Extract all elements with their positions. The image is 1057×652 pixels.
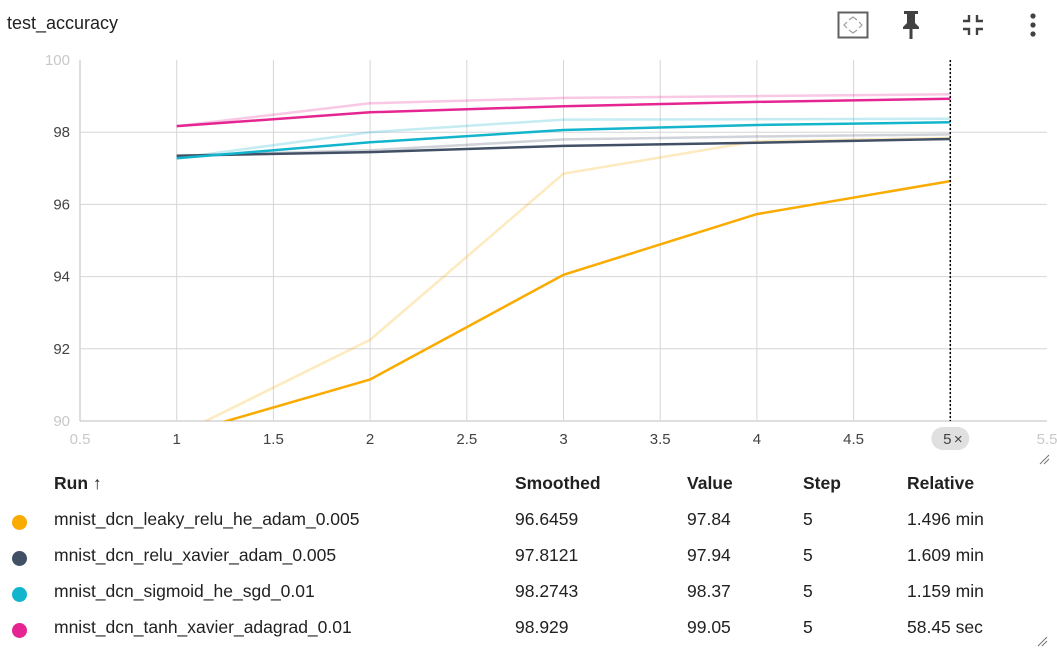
y-tick-label: 98: [53, 124, 70, 141]
smoothed-series-line: [222, 179, 951, 421]
table-resize-handle[interactable]: [1036, 634, 1048, 647]
y-tick-label: 100: [45, 52, 70, 69]
relative-time: 58.45 sec: [907, 617, 983, 637]
run-name: mnist_dcn_relu_xavier_adam_0.005: [54, 545, 337, 565]
run-name: mnist_dcn_tanh_xavier_adagrad_0.01: [54, 617, 352, 637]
fit-domain-button[interactable]: [836, 8, 870, 42]
x-tick-label: 1.5: [263, 431, 284, 448]
y-tick-label: 92: [53, 341, 70, 358]
smoothed-series-line: [176, 97, 951, 128]
smoothed-value: 98.929: [515, 617, 569, 637]
step-value: 5: [803, 509, 813, 529]
smoothed-value: 98.2743: [515, 581, 579, 601]
step-value: 5: [803, 617, 813, 637]
pin-button[interactable]: [894, 8, 928, 42]
y-tick-label: 90: [53, 413, 70, 430]
x-tick-label: 4: [753, 431, 761, 448]
table-row: mnist_dcn_sigmoid_he_sgd_0.01 98.2743 98…: [0, 574, 1057, 610]
smoothed-column-header[interactable]: Smoothed: [515, 473, 601, 493]
chart-resize-handle[interactable]: [1038, 452, 1050, 465]
raw-value: 99.05: [687, 617, 731, 637]
y-tick-label: 94: [53, 269, 70, 286]
hover-close-icon[interactable]: ×: [954, 431, 963, 448]
hover-x-value: 5: [943, 431, 951, 448]
y-tick-label: 96: [53, 196, 70, 213]
relative-time: 1.496 min: [907, 509, 984, 529]
collapse-icon: [963, 15, 983, 35]
more-vert-icon: [1030, 13, 1036, 37]
raw-series-line: [176, 93, 951, 128]
raw-value: 98.37: [687, 581, 731, 601]
x-tick-label: 2: [366, 431, 374, 448]
x-tick-label: 1: [173, 431, 181, 448]
smoothed-value: 96.6459: [515, 509, 579, 529]
line-chart[interactable]: 90 92 94 96 98 100 0.5 1 1.5 2 2.5 3 3.5 4 4.5 5.5 5 ×: [0, 50, 1057, 460]
smoothed-series-line: [176, 137, 951, 157]
relative-time: 1.159 min: [907, 581, 984, 601]
x-tick-label: 4.5: [843, 431, 864, 448]
table-row: mnist_dcn_leaky_relu_he_adam_0.005 96.64…: [0, 502, 1057, 538]
hover-x-label: 5 ×: [931, 427, 970, 450]
raw-value: 97.94: [687, 545, 731, 565]
raw-series-line: [203, 136, 951, 421]
step-column-header[interactable]: Step: [803, 473, 841, 493]
run-color-dot: [12, 515, 27, 530]
relative-time: 1.609 min: [907, 545, 984, 565]
raw-value: 97.84: [687, 509, 731, 529]
table-header-row: Run ↑ Smoothed Value Step Relative: [0, 466, 1057, 502]
run-color-dot: [12, 623, 27, 638]
step-value: 5: [803, 581, 813, 601]
run-color-dot: [12, 551, 27, 566]
more-options-button[interactable]: [1016, 8, 1050, 42]
relative-column-header[interactable]: Relative: [907, 473, 975, 493]
step-value: 5: [803, 545, 813, 565]
x-tick-label: 2.5: [456, 431, 477, 448]
x-tick-label: 5.5: [1037, 431, 1057, 448]
card-header: test_accuracy: [0, 0, 1057, 50]
x-tick-label: 3.5: [650, 431, 671, 448]
smoothed-value: 97.8121: [515, 545, 579, 565]
fit-domain-icon: [837, 11, 869, 39]
chart-title: test_accuracy: [7, 13, 119, 33]
smoothed-series-line: [176, 121, 951, 160]
run-name: mnist_dcn_sigmoid_he_sgd_0.01: [54, 581, 315, 601]
x-tick-label: 3: [559, 431, 567, 448]
pin-icon: [903, 11, 919, 39]
value-column-header[interactable]: Value: [687, 473, 733, 493]
table-row: mnist_dcn_tanh_xavier_adagrad_0.01 98.92…: [0, 610, 1057, 646]
collapse-button[interactable]: [956, 8, 990, 42]
hover-label-pill: [931, 427, 970, 450]
run-column-header[interactable]: Run ↑: [54, 473, 102, 493]
run-color-dot: [12, 587, 27, 602]
run-name: mnist_dcn_leaky_relu_he_adam_0.005: [54, 509, 360, 529]
raw-series-line: [176, 117, 951, 160]
table-row: mnist_dcn_relu_xavier_adam_0.005 97.8121…: [0, 538, 1057, 574]
x-tick-label: 0.5: [70, 431, 91, 448]
